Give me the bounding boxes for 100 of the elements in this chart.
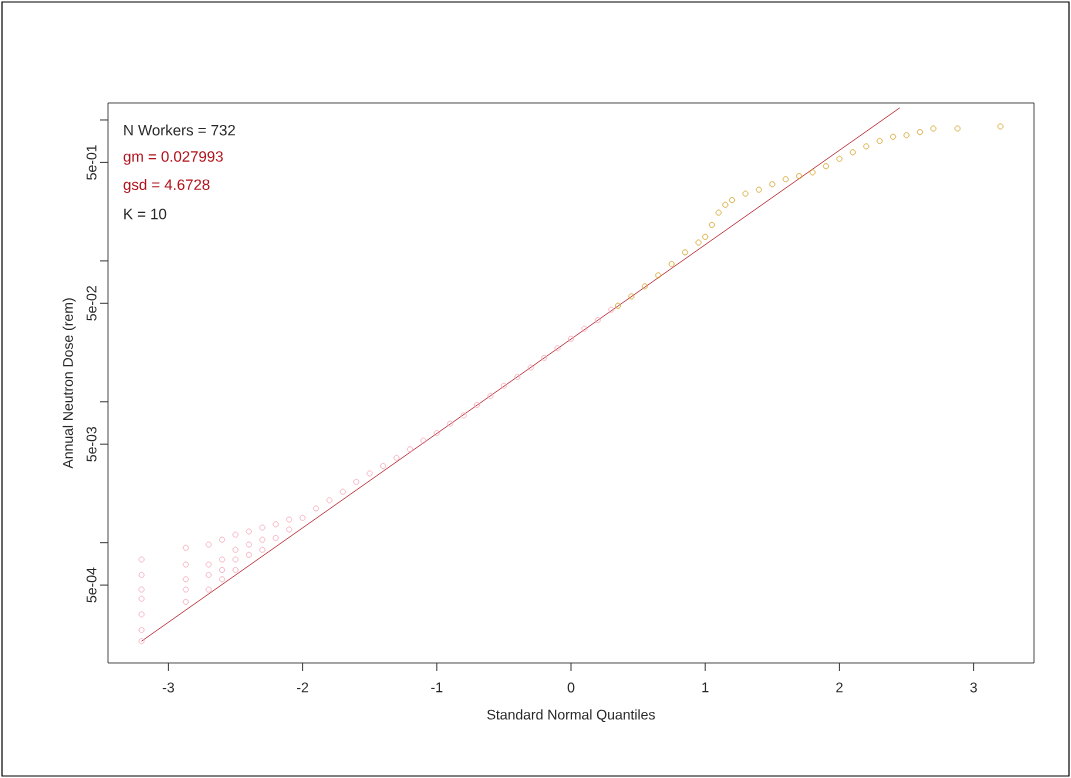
y-tick-label: 5e-03 [86,426,97,462]
point [205,586,212,593]
point [782,176,789,183]
point [299,514,306,521]
point [460,412,467,419]
point [447,420,454,427]
y-axis-title: Annual Neutron Dose (rem) [62,298,76,469]
y-tick-label: 5e-01 [86,145,97,180]
point [259,536,266,543]
point [581,325,588,332]
x-tick-label: -2 [297,682,309,693]
x-tick-label: -1 [431,682,443,693]
point [259,524,266,531]
point [755,186,762,193]
point [769,181,776,188]
point [380,463,387,470]
point [809,169,816,176]
point [722,201,729,208]
point [702,233,709,240]
point [715,209,722,216]
point [205,561,212,568]
point [245,551,252,558]
point [182,586,189,593]
point [514,373,521,380]
point [500,382,507,389]
point [836,155,843,162]
point [628,293,635,300]
point [138,627,145,634]
y-tick-label: 5e-02 [86,286,97,321]
point [182,544,189,551]
annotation: N Workers = 732 [124,124,235,136]
point [138,556,145,563]
point [138,571,145,578]
point [474,401,481,408]
point [527,364,534,371]
point [182,576,189,583]
point [326,497,333,504]
point [182,598,189,605]
x-tick-label: 2 [836,682,843,693]
point [182,561,189,568]
point [420,437,427,444]
x-axis-title: Standard Normal Quantiles [487,709,655,723]
point [138,638,145,645]
point [219,567,226,573]
point [554,345,561,352]
x-tick-label: 0 [567,682,575,693]
point [930,125,937,132]
annotation: gm = 0.027993 [123,151,223,165]
point [232,567,239,573]
point [903,132,910,139]
point [205,541,212,548]
point [286,516,293,523]
point [708,221,715,228]
annotation: K = 10 [124,208,167,220]
x-tick-label: 1 [702,682,709,693]
point [205,571,212,578]
point [393,454,400,461]
point [876,137,883,144]
point [138,611,145,618]
point [245,541,252,548]
x-tick-label: -3 [162,682,174,693]
point [668,261,675,268]
point [641,283,648,290]
point [313,505,320,512]
point [594,317,601,324]
point [729,197,736,204]
point [614,302,621,309]
point [219,536,226,543]
point [272,534,279,541]
point [695,239,702,246]
point [339,488,346,495]
point [954,125,961,132]
point [796,173,803,180]
point [682,249,689,256]
point [138,586,145,593]
point [822,163,829,170]
point [245,528,252,535]
point [366,470,373,477]
point [863,143,870,150]
point [219,556,226,563]
point [232,531,239,538]
point [849,149,856,156]
point [286,526,293,533]
point [568,335,574,342]
point [232,546,239,553]
point [232,556,239,563]
point [997,123,1004,130]
x-tick-label: 3 [970,682,977,693]
annotation: gsd = 4.6728 [123,178,210,193]
point [655,272,662,279]
point [219,576,226,583]
point [742,190,749,197]
point [916,129,923,136]
point [890,133,897,140]
y-tick-label: 5e-04 [86,567,97,603]
point [487,392,494,399]
point [608,306,615,313]
point [406,446,413,453]
point [272,521,279,528]
point [353,478,360,485]
